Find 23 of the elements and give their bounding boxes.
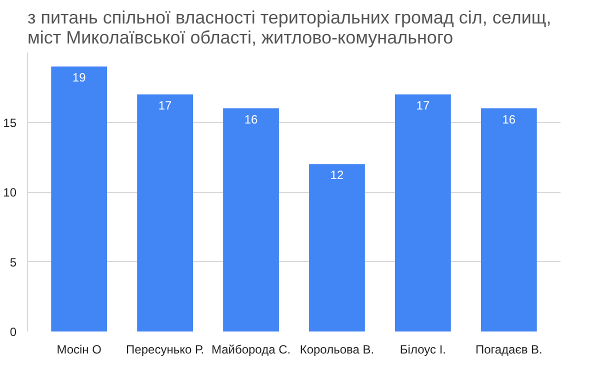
x-tick-label: Пересунько Р.: [126, 342, 204, 356]
bar: [480, 108, 537, 332]
x-tick-label: Мосін О: [56, 342, 102, 356]
y-tick-label: 15: [3, 116, 17, 130]
bar: [223, 108, 279, 332]
chart-title: з питань спільної власності територіальних громад сіл, селищ, міст Миколаївської області, житлово-комунального: [28, 8, 552, 48]
x-tick-label: Корольова В.: [300, 342, 374, 356]
y-tick-label: 10: [3, 186, 17, 200]
data-label: 17: [416, 98, 430, 112]
bar: [309, 164, 365, 332]
bar: [137, 94, 193, 332]
data-label: 19: [72, 70, 86, 84]
data-label: 16: [244, 112, 258, 126]
y-tick-label: 5: [10, 255, 17, 270]
bar: [51, 66, 108, 332]
y-tick-label: 0: [10, 325, 17, 339]
x-tick-label: Майборода С.: [211, 342, 291, 356]
data-label: 12: [330, 168, 344, 182]
x-tick-label: Білоус І.: [400, 342, 446, 356]
x-tick-label: Погадаєв В.: [475, 342, 542, 356]
data-label: 17: [158, 98, 172, 112]
data-label: 16: [502, 112, 516, 126]
bar: [395, 94, 451, 332]
